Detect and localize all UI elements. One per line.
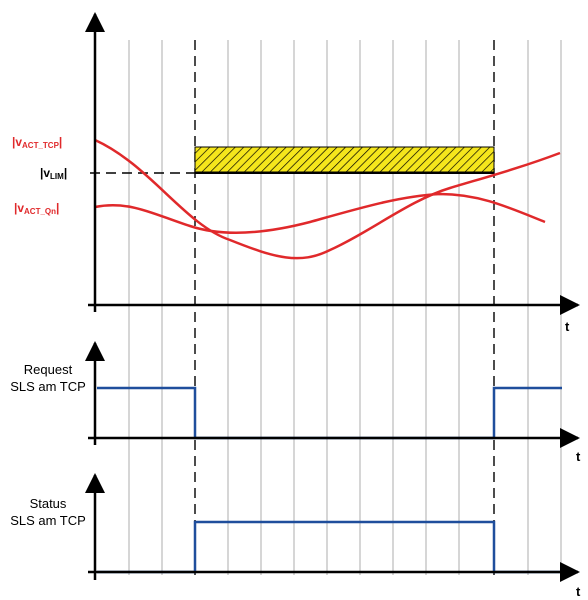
v-act-tcp-label: |vACT_TCP| — [12, 135, 62, 150]
status-t-label: t — [576, 584, 581, 599]
v-lim-label: |vLIM| — [40, 166, 67, 181]
status-signal — [97, 520, 562, 574]
status-label-line2: SLS am TCP — [10, 513, 86, 528]
velocity-chart: |vACT_TCP| |vLIM| |vACT_Qn| t — [12, 12, 580, 334]
request-label-line2: SLS am TCP — [10, 379, 86, 394]
grid-lines — [128, 40, 562, 575]
event-markers — [194, 40, 495, 575]
request-chart: Request SLS am TCP t — [10, 341, 581, 464]
v-act-tcp-curve — [94, 138, 561, 260]
status-label-line1: Status — [30, 496, 67, 511]
request-signal — [97, 386, 562, 440]
v-act-qn-curve — [94, 192, 546, 234]
velocity-t-label: t — [565, 319, 570, 334]
limit-exceed-band — [194, 146, 495, 173]
status-chart: Status SLS am TCP t — [10, 473, 581, 599]
v-act-qn-label: |vACT_Qn| — [14, 201, 59, 216]
request-label-line1: Request — [24, 362, 73, 377]
request-t-label: t — [576, 449, 581, 464]
